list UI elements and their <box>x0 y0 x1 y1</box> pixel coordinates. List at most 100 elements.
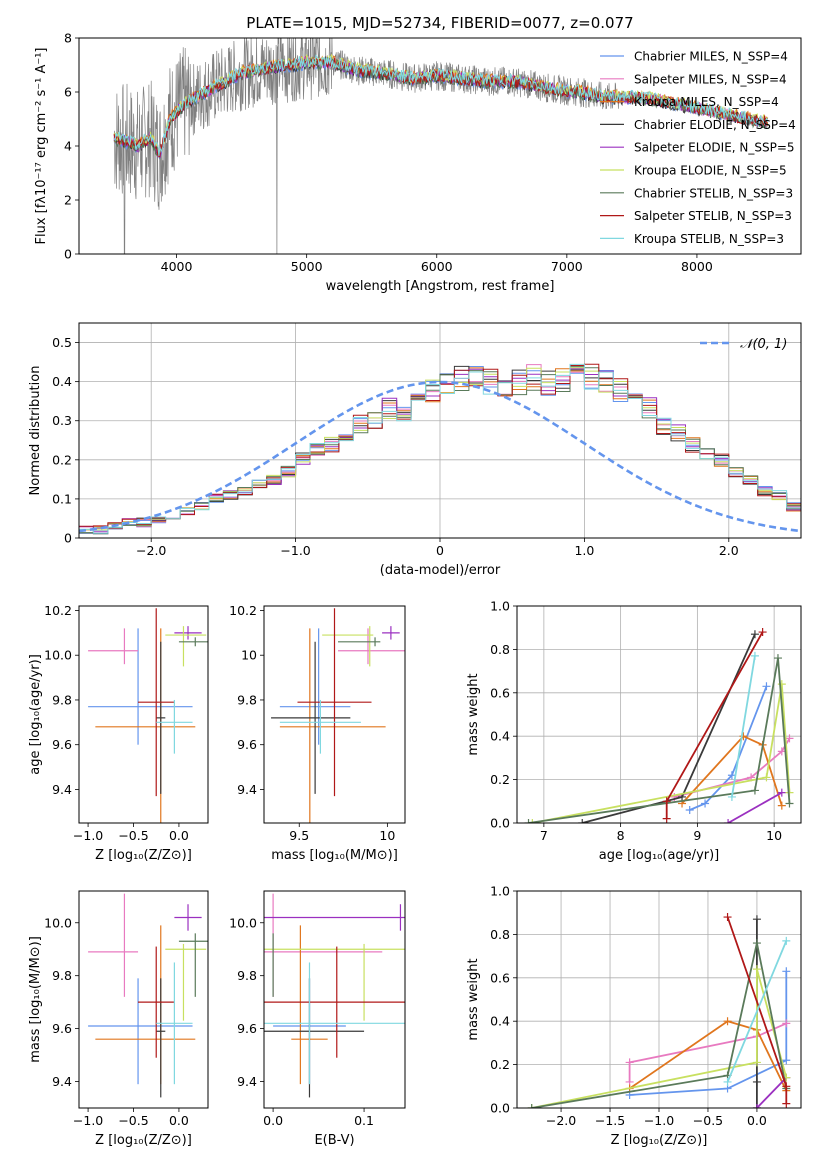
weight-marker-kroupa_elodie <box>752 1058 761 1067</box>
spectrum-plot <box>113 38 769 254</box>
legend-label: Salpeter ELODIE, N_SSP=5 <box>634 141 795 155</box>
y-tick-label: 9.4 <box>52 782 72 797</box>
mass-vs-Z-axes: −1.0 −0.5 0.0 9.4 9.6 9.8 10.0 Z [log₁₀(Z/Z⊙)] m… <box>28 915 192 1148</box>
x-tick-label: −2.0 <box>546 1113 576 1128</box>
y-tick-label: 2 <box>64 193 72 208</box>
age-vs-mass-frame <box>263 605 406 824</box>
x-tick-label: 0.0 <box>169 1113 189 1128</box>
weight-marker-salpeter_stelib <box>723 913 732 922</box>
y-tick-label: 9.6 <box>237 737 257 752</box>
weight-marker-salpeter_stelib <box>782 1082 791 1091</box>
age-vs-mass-axes: 9.5 10 9.4 9.6 9.8 10 10.2 mass [log₁₀(M/M⊙)] <box>229 603 398 863</box>
x-tick-label: 9.5 <box>289 828 309 843</box>
weight-marker-salpeter_stelib <box>782 1099 791 1108</box>
y-tick-label: 1.0 <box>490 884 510 899</box>
x-tick-label: 6000 <box>421 259 453 274</box>
weight-line-kroupa_elodie <box>531 968 788 1108</box>
weight-marker-chabrier_stelib <box>752 939 761 948</box>
weight-line-salpeter_miles <box>628 1022 787 1082</box>
mass-vs-Z-plot <box>88 893 208 1098</box>
weight-marker-salpeter_stelib <box>662 814 671 823</box>
y-tick-label: 0.4 <box>52 374 72 389</box>
weight-marker-chabrier_elodie <box>578 819 587 823</box>
x-axis-label: mass [log₁₀(M/M⊙)] <box>271 848 398 863</box>
age-vs-Z-frame <box>78 605 209 824</box>
age-vs-Z-axes: −1.0 −0.5 0.0 9.4 9.6 9.8 10.0 10.2 Z [log₁₀(Z/Z… <box>28 603 192 863</box>
weight-marker-chabrier_elodie <box>750 630 759 639</box>
weight-marker-kroupa_elodie <box>752 965 761 974</box>
weight-marker-salpeter_stelib <box>662 797 671 806</box>
legend-label: Kroupa MILES, N_SSP=4 <box>634 95 779 109</box>
y-tick-label: 9.6 <box>237 1021 257 1036</box>
y-tick-label: 0.1 <box>52 491 72 506</box>
x-tick-label: 4000 <box>161 259 193 274</box>
x-tick-label: 10 <box>379 828 395 843</box>
x-tick-label: 7000 <box>551 259 583 274</box>
y-tick-label: 9.4 <box>237 782 257 797</box>
x-tick-label: 10 <box>766 828 782 843</box>
weight-marker-kroupa_miles <box>777 801 786 810</box>
y-tick-label: 0.6 <box>490 970 510 985</box>
x-axis-label: wavelength [Angstrom, rest frame] <box>326 279 555 294</box>
y-tick-label: 0.2 <box>490 1057 510 1072</box>
mass-vs-Z-frame <box>78 890 209 1109</box>
legend-label: Chabrier ELODIE, N_SSP=4 <box>634 118 796 132</box>
x-tick-label: −2.0 <box>136 543 166 558</box>
chart-title: PLATE=1015, MJD=52734, FIBERID=0077, z=0… <box>246 14 633 32</box>
weight-marker-chabrier_miles <box>782 1056 791 1065</box>
x-tick-label: 9 <box>693 828 701 843</box>
weight-marker-chabrier_stelib <box>527 1104 536 1108</box>
weight-marker-chabrier_miles <box>762 682 771 691</box>
weight-marker-chabrier_elodie <box>752 1077 761 1086</box>
y-tick-label: 0.2 <box>490 772 510 787</box>
y-tick-label: 9.8 <box>237 968 257 983</box>
mass-vs-EBV-plot <box>264 893 405 1098</box>
weight-vs-Z-plot <box>527 913 791 1108</box>
x-tick-label: 8 <box>617 828 625 843</box>
mass-vs-EBV-axes: 0.0 0.1 9.4 9.6 9.8 10.0 E(B-V) <box>229 915 374 1148</box>
x-axis-label: Z [log₁₀(Z/Z⊙)] <box>95 1133 192 1148</box>
weight-line-kroupa_stelib <box>731 655 756 798</box>
legend-label: Kroupa STELIB, N_SSP=3 <box>634 232 784 246</box>
age-vs-Z-plot <box>88 608 208 823</box>
weight-marker-kroupa_stelib <box>782 936 791 945</box>
spectrum-model-salpeter_stelib <box>113 57 769 158</box>
y-tick-label: 9.4 <box>52 1074 72 1089</box>
y-tick-label: 1.0 <box>490 599 510 614</box>
age-vs-mass-plot <box>271 608 405 823</box>
weight-marker-kroupa_stelib <box>727 792 736 801</box>
legend-label: Chabrier STELIB, N_SSP=3 <box>634 186 793 200</box>
weight-marker-salpeter_stelib <box>758 628 767 637</box>
y-tick-label: 9.6 <box>52 737 72 752</box>
y-tick-label: 10.2 <box>229 603 257 618</box>
weight-marker-salpeter_miles <box>625 1058 634 1067</box>
y-tick-label: 0.8 <box>490 642 510 657</box>
residuals-plot <box>79 363 801 535</box>
y-tick-label: 4 <box>64 139 72 154</box>
y-tick-label: 6 <box>64 85 72 100</box>
y-axis-label: mass weight <box>466 673 481 755</box>
weight-line-salpeter_elodie <box>756 1076 787 1108</box>
weight-line-chabrier_stelib <box>528 657 791 823</box>
weight-line-kroupa_elodie <box>532 683 791 823</box>
weight-marker-kroupa_elodie <box>777 680 786 689</box>
weight-vs-age-plot <box>524 628 794 823</box>
weight-line-kroupa_stelib <box>726 940 788 1083</box>
y-tick-label: 10.0 <box>44 915 72 930</box>
x-tick-label: 1.0 <box>574 543 594 558</box>
weight-marker-kroupa_stelib <box>750 651 759 660</box>
y-tick-label: 10.0 <box>44 648 72 663</box>
weight-marker-chabrier_miles <box>685 805 694 814</box>
x-axis-label: Z [log₁₀(Z/Z⊙)] <box>611 1133 708 1148</box>
x-axis-label: E(B-V) <box>314 1133 354 1148</box>
weight-marker-salpeter_miles <box>782 1019 791 1028</box>
weight-line-kroupa_miles <box>629 1020 788 1091</box>
spectrum-model-kroupa_stelib <box>113 54 769 157</box>
weight-marker-kroupa_miles <box>739 732 748 741</box>
weight-marker-salpeter_elodie <box>724 819 733 823</box>
x-tick-label: 0.0 <box>747 1113 767 1128</box>
residuals-frame <box>78 322 802 539</box>
legend-label: Kroupa ELODIE, N_SSP=5 <box>634 164 787 178</box>
weight-marker-salpeter_elodie <box>752 1104 761 1108</box>
